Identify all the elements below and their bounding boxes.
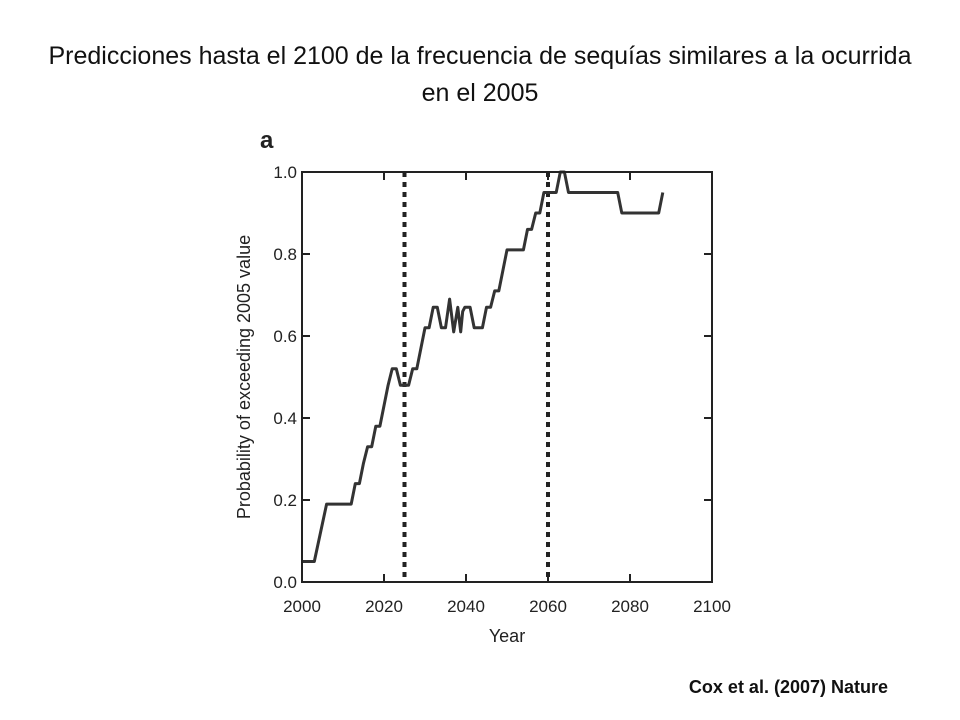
x-axis-ticks: 2000 2020 2040 2060 2080 2100 [283, 172, 731, 616]
x-tick-label: 2100 [693, 597, 731, 616]
y-tick-label: 1.0 [273, 163, 297, 182]
reference-lines [402, 172, 550, 582]
y-tick-label: 0.2 [273, 491, 297, 510]
y-axis-label: Probability of exceeding 2005 value [234, 235, 254, 519]
x-tick-label: 2040 [447, 597, 485, 616]
probability-series-line [302, 170, 665, 563]
x-tick-label: 2000 [283, 597, 321, 616]
y-tick-label: 0.4 [273, 409, 297, 428]
plot-frame [301, 171, 713, 583]
x-tick-label: 2060 [529, 597, 567, 616]
slide-title: Predicciones hasta el 2100 de la frecuen… [48, 42, 912, 107]
x-axis-label: Year [489, 626, 525, 646]
x-tick-label: 2080 [611, 597, 649, 616]
y-axis-ticks: 0.0 0.2 0.4 0.6 0.8 1.0 [273, 163, 712, 592]
y-tick-label: 0.8 [273, 245, 297, 264]
y-tick-label: 0.0 [273, 573, 297, 592]
x-tick-label: 2020 [365, 597, 403, 616]
y-tick-label: 0.6 [273, 327, 297, 346]
panel-label: a [260, 127, 274, 154]
citation: Cox et al. (2007) Nature [688, 677, 888, 697]
